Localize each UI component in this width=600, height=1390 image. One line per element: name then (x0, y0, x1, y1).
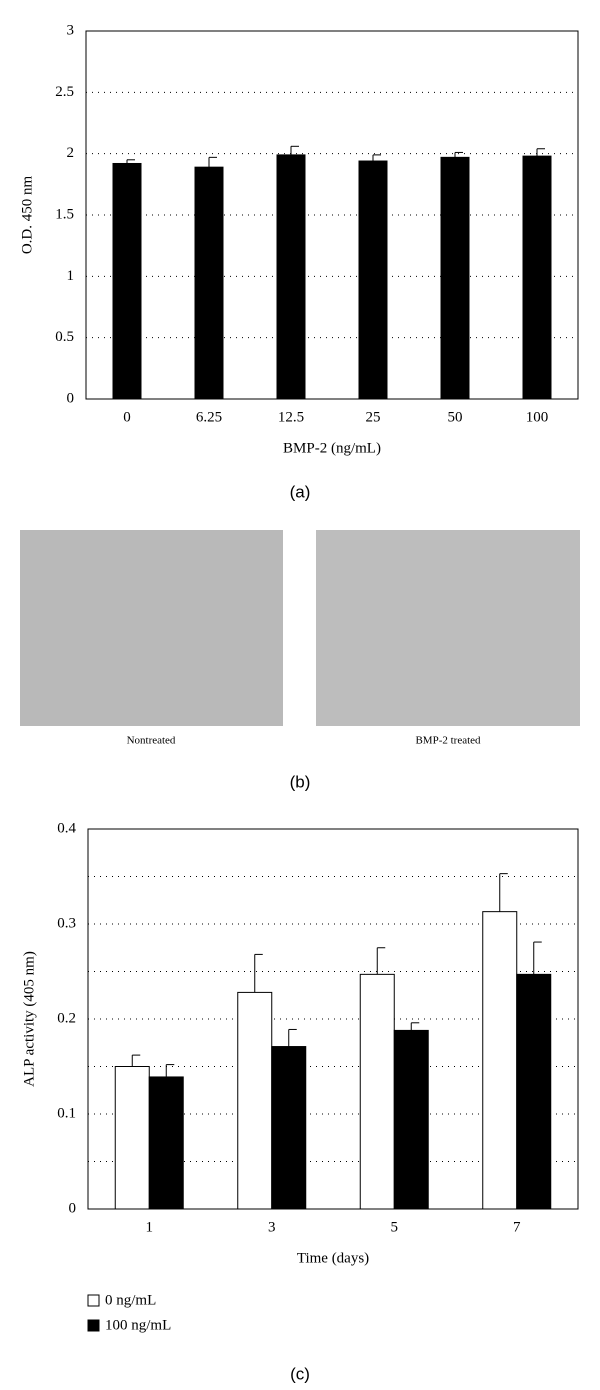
y-axis-label: O.D. 450 nm (19, 176, 35, 255)
y-tick-label: 2.5 (55, 84, 74, 100)
bar (276, 154, 306, 400)
y-tick-label: 3 (67, 22, 75, 38)
x-axis-label: Time (days) (297, 1250, 369, 1266)
panel-label: (b) (290, 772, 311, 791)
bar (522, 155, 552, 400)
bar (271, 1046, 307, 1210)
x-tick-label: 3 (268, 1219, 276, 1235)
bar (194, 166, 224, 400)
y-tick-label: 0.5 (55, 329, 74, 345)
y-tick-label: 0.1 (57, 1105, 76, 1121)
y-tick-label: 0.4 (57, 820, 76, 836)
legend-label: 100 ng/mL (105, 1317, 171, 1333)
micrograph (316, 530, 580, 726)
x-tick-label: 1 (146, 1219, 154, 1235)
panel-label: (a) (290, 482, 311, 501)
bar (393, 1029, 429, 1210)
y-tick-label: 0.3 (57, 915, 76, 931)
y-tick-label: 2 (67, 145, 75, 161)
x-tick-label: 6.25 (196, 409, 222, 425)
x-tick-label: 100 (526, 409, 549, 425)
x-tick-label: 7 (513, 1219, 521, 1235)
legend-swatch (87, 1294, 100, 1307)
y-tick-label: 1 (67, 268, 75, 284)
plot-frame (85, 30, 579, 400)
bar (359, 973, 395, 1210)
y-tick-label: 0.2 (57, 1010, 76, 1026)
y-tick-label: 0 (67, 390, 75, 406)
panel-label: (c) (290, 1364, 310, 1383)
x-tick-label: 5 (391, 1219, 399, 1235)
bar (358, 160, 388, 400)
bar (237, 991, 273, 1210)
y-tick-label: 1.5 (55, 206, 74, 222)
bar (148, 1076, 184, 1210)
bar (114, 1066, 150, 1210)
image-caption: Nontreated (127, 735, 176, 747)
x-axis-label: BMP-2 (ng/mL) (283, 440, 381, 456)
image-caption: BMP-2 treated (415, 735, 481, 747)
y-axis-label: ALP activity (405 nm) (21, 951, 37, 1087)
bar (516, 973, 552, 1210)
bar (112, 162, 142, 400)
x-tick-label: 0 (123, 409, 131, 425)
plot-frame (87, 828, 579, 1210)
micrograph (20, 530, 283, 726)
legend-label: 0 ng/mL (105, 1292, 156, 1308)
x-tick-label: 25 (366, 409, 381, 425)
y-tick-label: 0 (69, 1200, 77, 1216)
legend-swatch (87, 1319, 100, 1332)
x-tick-label: 12.5 (278, 409, 304, 425)
bar (440, 156, 470, 400)
x-tick-label: 50 (448, 409, 463, 425)
bar (482, 911, 518, 1210)
